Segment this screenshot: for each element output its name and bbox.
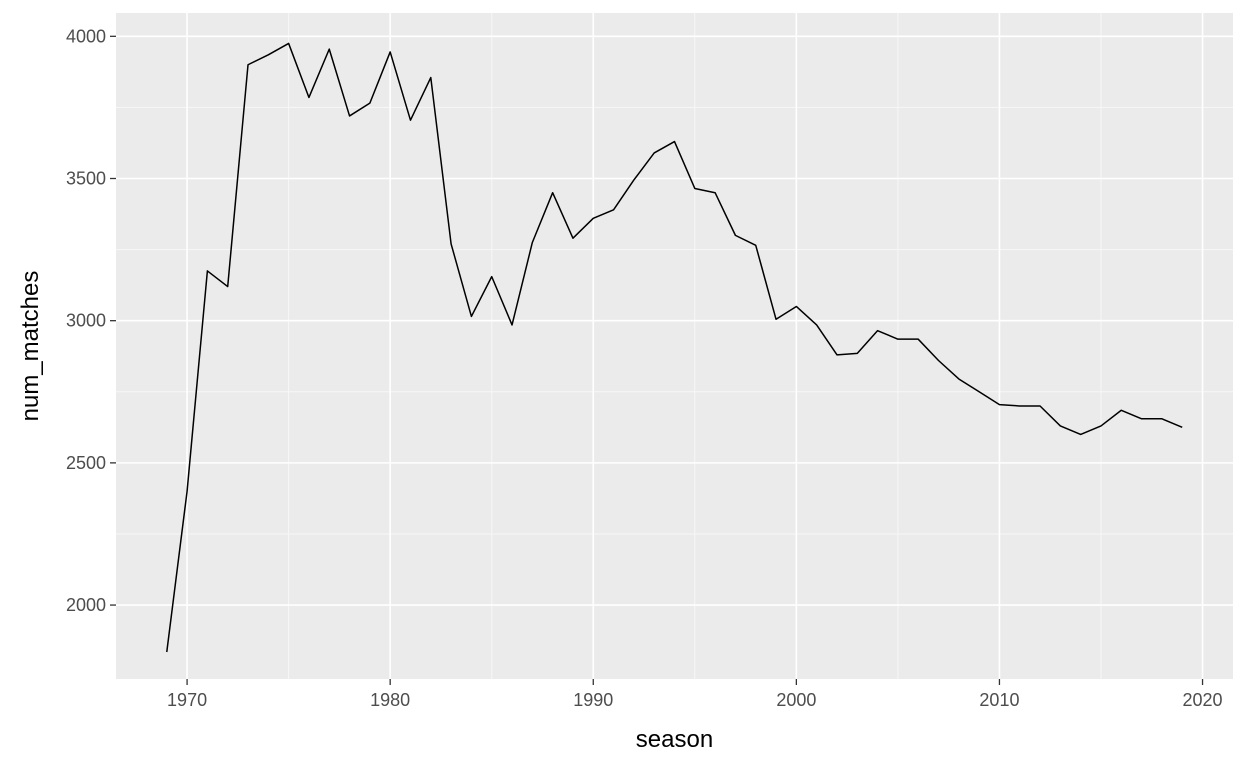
x-tick-label: 1980: [370, 690, 410, 710]
y-tick-label: 2000: [66, 595, 106, 615]
x-tick-label: 2000: [776, 690, 816, 710]
major-gridlines: [116, 13, 1233, 679]
axis-tick-labels: 1970 1980 1990 2000 2010 2020 2000 2500 3000 3500…: [66, 26, 1223, 710]
y-tick-label: 2500: [66, 453, 106, 473]
x-tick-label: 2010: [979, 690, 1019, 710]
series-line: [166, 42, 1183, 653]
y-tick-label: 3000: [66, 311, 106, 331]
y-axis-title: num_matches: [17, 271, 44, 422]
minor-gridlines: [116, 13, 1233, 679]
x-tick-label: 1990: [573, 690, 613, 710]
plot-panel: [116, 13, 1233, 679]
x-axis-title: season: [636, 726, 713, 753]
x-tick-label: 2020: [1183, 690, 1223, 710]
axis-ticks: [110, 35, 1204, 685]
x-tick-label: 1970: [167, 690, 207, 710]
y-tick-label: 3500: [66, 169, 106, 189]
y-tick-label: 4000: [66, 26, 106, 46]
